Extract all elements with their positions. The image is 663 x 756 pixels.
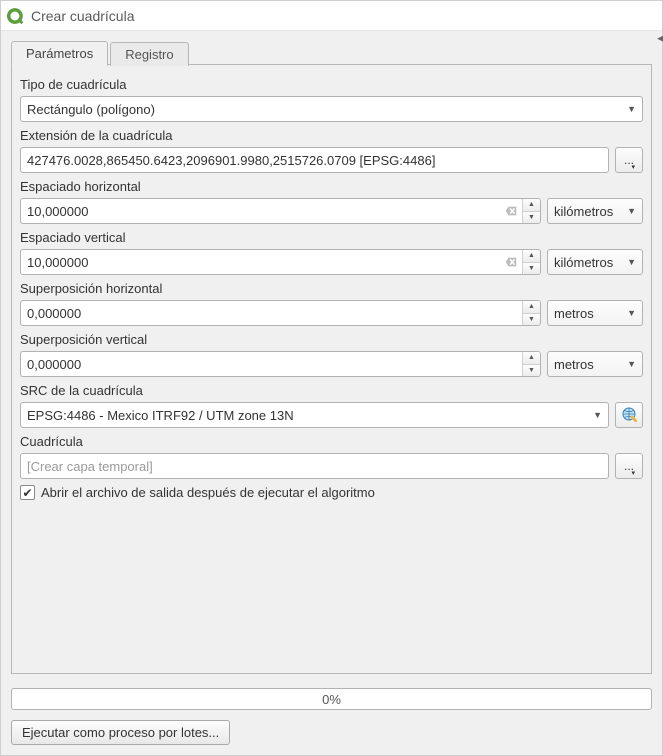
tab-strip: Parámetros Registro <box>11 39 652 65</box>
hoverlay-unit-combo[interactable]: metros ▼ <box>547 300 643 326</box>
step-down-icon[interactable]: ▼ <box>523 365 540 377</box>
hoverlay-unit-value: metros <box>554 306 594 321</box>
chevron-down-icon: ▼ <box>627 308 636 318</box>
progress-bar: 0% <box>11 688 652 710</box>
vspacing-value: 10,000000 <box>21 250 500 274</box>
batch-button[interactable]: Ejecutar como proceso por lotes... <box>11 720 230 745</box>
voverlay-value: 0,000000 <box>21 352 522 376</box>
step-down-icon[interactable]: ▼ <box>523 263 540 275</box>
vspacing-unit-value: kilómetros <box>554 255 613 270</box>
app-icon <box>7 7 25 25</box>
extent-value: 427476.0028,865450.6423,2096901.9980,251… <box>27 153 435 168</box>
hspacing-spin[interactable]: 10,000000 ▲ ▼ <box>20 198 541 224</box>
crs-value: EPSG:4486 - Mexico ITRF92 / UTM zone 13N <box>27 408 294 423</box>
chevron-down-icon: ▼ <box>627 104 636 114</box>
crs-select-button[interactable] <box>615 402 643 428</box>
output-placeholder: [Crear capa temporal] <box>27 459 153 474</box>
tab-parameters[interactable]: Parámetros <box>11 41 108 66</box>
hoverlay-stepper[interactable]: ▲ ▼ <box>522 301 540 325</box>
voverlay-stepper[interactable]: ▲ ▼ <box>522 352 540 376</box>
step-up-icon[interactable]: ▲ <box>523 352 540 365</box>
clear-icon[interactable] <box>500 250 522 274</box>
label-crs: SRC de la cuadrícula <box>20 383 643 398</box>
grid-type-combo[interactable]: Rectángulo (polígono) ▼ <box>20 96 643 122</box>
globe-icon <box>621 406 637 425</box>
step-up-icon[interactable]: ▲ <box>523 250 540 263</box>
check-icon: ✔ <box>22 486 32 500</box>
hspacing-stepper[interactable]: ▲ ▼ <box>522 199 540 223</box>
extent-input[interactable]: 427476.0028,865450.6423,2096901.9980,251… <box>20 147 609 173</box>
open-after-row[interactable]: ✔ Abrir el archivo de salida después de … <box>20 485 643 500</box>
step-up-icon[interactable]: ▲ <box>523 199 540 212</box>
output-more-button[interactable]: ...▾ <box>615 453 643 479</box>
more-icon: ...▾ <box>624 459 634 473</box>
open-after-checkbox[interactable]: ✔ <box>20 485 35 500</box>
hspacing-value: 10,000000 <box>21 199 500 223</box>
chevron-down-icon: ▼ <box>627 257 636 267</box>
chevron-down-icon: ▼ <box>593 410 602 420</box>
voverlay-spin[interactable]: 0,000000 ▲ ▼ <box>20 351 541 377</box>
label-hspacing: Espaciado horizontal <box>20 179 643 194</box>
chevron-down-icon: ▼ <box>627 206 636 216</box>
dialog-body: ◀ Parámetros Registro Tipo de cuadrícula… <box>1 31 662 684</box>
step-down-icon[interactable]: ▼ <box>523 212 540 224</box>
label-voverlay: Superposición vertical <box>20 332 643 347</box>
hspacing-unit-value: kilómetros <box>554 204 613 219</box>
progress-text: 0% <box>322 692 341 707</box>
dialog-window: Crear cuadrícula ◀ Parámetros Registro T… <box>0 0 663 756</box>
label-extent: Extensión de la cuadrícula <box>20 128 643 143</box>
more-icon: ...▾ <box>624 153 634 167</box>
hoverlay-spin[interactable]: 0,000000 ▲ ▼ <box>20 300 541 326</box>
grid-type-value: Rectángulo (polígono) <box>27 102 155 117</box>
open-after-label: Abrir el archivo de salida después de ej… <box>41 485 375 500</box>
voverlay-unit-value: metros <box>554 357 594 372</box>
vspacing-stepper[interactable]: ▲ ▼ <box>522 250 540 274</box>
label-grid-type: Tipo de cuadrícula <box>20 77 643 92</box>
chevron-down-icon: ▼ <box>627 359 636 369</box>
dialog-footer: 0% Ejecutar como proceso por lotes... <box>1 684 662 755</box>
tab-log[interactable]: Registro <box>110 42 188 66</box>
step-down-icon[interactable]: ▼ <box>523 314 540 326</box>
window-title: Crear cuadrícula <box>31 8 135 24</box>
vspacing-unit-combo[interactable]: kilómetros ▼ <box>547 249 643 275</box>
extent-more-button[interactable]: ...▾ <box>615 147 643 173</box>
label-output: Cuadrícula <box>20 434 643 449</box>
label-hoverlay: Superposición horizontal <box>20 281 643 296</box>
voverlay-unit-combo[interactable]: metros ▼ <box>547 351 643 377</box>
hoverlay-value: 0,000000 <box>21 301 522 325</box>
step-up-icon[interactable]: ▲ <box>523 301 540 314</box>
vspacing-spin[interactable]: 10,000000 ▲ ▼ <box>20 249 541 275</box>
label-vspacing: Espaciado vertical <box>20 230 643 245</box>
hspacing-unit-combo[interactable]: kilómetros ▼ <box>547 198 643 224</box>
crs-combo[interactable]: EPSG:4486 - Mexico ITRF92 / UTM zone 13N… <box>20 402 609 428</box>
clear-icon[interactable] <box>500 199 522 223</box>
collapse-arrow-icon[interactable]: ◀ <box>657 33 663 44</box>
titlebar: Crear cuadrícula <box>1 1 662 31</box>
output-input[interactable]: [Crear capa temporal] <box>20 453 609 479</box>
parameters-panel: Tipo de cuadrícula Rectángulo (polígono)… <box>11 65 652 674</box>
